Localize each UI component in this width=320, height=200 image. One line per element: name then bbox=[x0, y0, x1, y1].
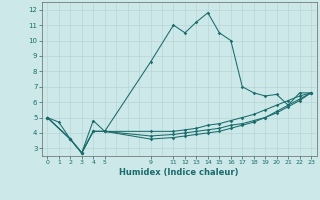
X-axis label: Humidex (Indice chaleur): Humidex (Indice chaleur) bbox=[119, 168, 239, 177]
